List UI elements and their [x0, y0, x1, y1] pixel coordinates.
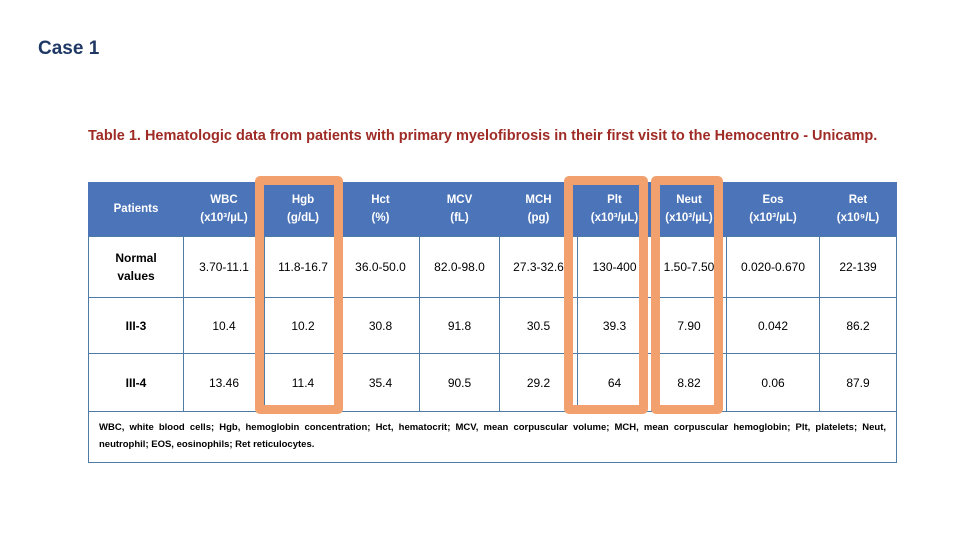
- column-header: Neut (x10³/µL): [651, 182, 727, 237]
- column-unit: (x10⁹/L): [836, 211, 880, 224]
- column-label: Plt: [607, 193, 622, 206]
- data-cell: 0.06: [726, 353, 820, 412]
- column-header: Hct (%): [341, 182, 420, 237]
- column-unit: (%): [371, 211, 390, 224]
- data-cell: 82.0-98.0: [419, 236, 500, 298]
- data-cell: 10.2: [264, 297, 342, 354]
- column-label: Eos: [762, 193, 784, 206]
- footnote-cell: WBC, white blood cells; Hgb, hemoglobin …: [88, 411, 897, 463]
- table-header-row: Patients WBC (x10³/µL) Hgb (g/dL) Hct (%) MCV (f…: [88, 182, 897, 237]
- column-label: Ret: [848, 193, 868, 206]
- data-cell: 36.0-50.0: [341, 236, 420, 298]
- data-cell: 8.82: [651, 353, 727, 412]
- data-cell: 30.5: [499, 297, 578, 354]
- data-cell: 27.3-32.6: [499, 236, 578, 298]
- row-label: Normal values: [88, 236, 184, 298]
- column-header: WBC (x10³/µL): [183, 182, 265, 237]
- column-unit: (x10³/µL): [200, 211, 248, 224]
- column-label: Patients: [113, 202, 159, 215]
- row-label: III-4: [88, 353, 184, 412]
- data-cell: 1.50-7.50: [651, 236, 727, 298]
- header-row: Patients WBC (x10³/µL) Hgb (g/dL) Hct (%) MCV (f…: [88, 182, 897, 237]
- column-label: Hct: [371, 193, 390, 206]
- data-cell: 0.020-0.670: [726, 236, 820, 298]
- slide-title: Case 1: [38, 38, 100, 59]
- data-cell: 3.70-11.1: [183, 236, 265, 298]
- data-cell: 10.4: [183, 297, 265, 354]
- column-header: Eos (x10³/µL): [726, 182, 820, 237]
- data-cell: 87.9: [819, 353, 897, 412]
- column-header: Ret (x10⁹/L): [819, 182, 897, 237]
- column-unit: (x10³/µL): [749, 211, 797, 224]
- data-cell: 7.90: [651, 297, 727, 354]
- footnote-row: WBC, white blood cells; Hgb, hemoglobin …: [88, 411, 897, 463]
- column-label: MCV: [446, 193, 473, 206]
- column-unit: (g/dL): [287, 211, 319, 224]
- data-cell: 130-400: [577, 236, 652, 298]
- table-caption: Table 1. Hematologic data from patients …: [88, 128, 878, 144]
- column-unit: (pg): [527, 211, 550, 224]
- column-unit: (fL): [450, 211, 469, 224]
- data-cell: 11.4: [264, 353, 342, 412]
- data-cell: 11.8-16.7: [264, 236, 342, 298]
- data-cell: 90.5: [419, 353, 500, 412]
- column-label: Neut: [676, 193, 702, 206]
- data-cell: 22-139: [819, 236, 897, 298]
- column-label: Hgb: [291, 193, 315, 206]
- column-unit: (x10³/µL): [665, 211, 713, 224]
- column-header: Hgb (g/dL): [264, 182, 342, 237]
- column-header: MCV (fL): [419, 182, 500, 237]
- column-unit: (x10³/µL): [590, 211, 639, 224]
- column-header: Patients: [88, 182, 184, 237]
- row-label: III-3: [88, 297, 184, 354]
- column-label: WBC: [210, 193, 238, 206]
- data-cell: 64: [577, 353, 652, 412]
- table-row: III-4 13.46 11.4 35.4 90.5 29.2 64 8.82 0.06 87.9: [88, 353, 897, 412]
- data-cell: 91.8: [419, 297, 500, 354]
- column-label: MCH: [525, 193, 552, 206]
- hema-table: Patients WBC (x10³/µL) Hgb (g/dL) Hct (%) MCV (f…: [88, 182, 897, 463]
- table-body: Normal values 3.70-11.1 11.8-16.7 36.0-50.0…: [88, 236, 897, 412]
- data-cell: 86.2: [819, 297, 897, 354]
- data-cell: 30.8: [341, 297, 420, 354]
- data-cell: 29.2: [499, 353, 578, 412]
- table-row: III-3 10.4 10.2 30.8 91.8 30.5 39.3 7.90 0.042 86…: [88, 297, 897, 354]
- column-header: MCH (pg): [499, 182, 578, 237]
- column-header: Plt (x10³/µL): [577, 182, 652, 237]
- table-row: Normal values 3.70-11.1 11.8-16.7 36.0-50.0…: [88, 236, 897, 298]
- data-cell: 13.46: [183, 353, 265, 412]
- data-cell: 39.3: [577, 297, 652, 354]
- data-cell: 35.4: [341, 353, 420, 412]
- data-cell: 0.042: [726, 297, 820, 354]
